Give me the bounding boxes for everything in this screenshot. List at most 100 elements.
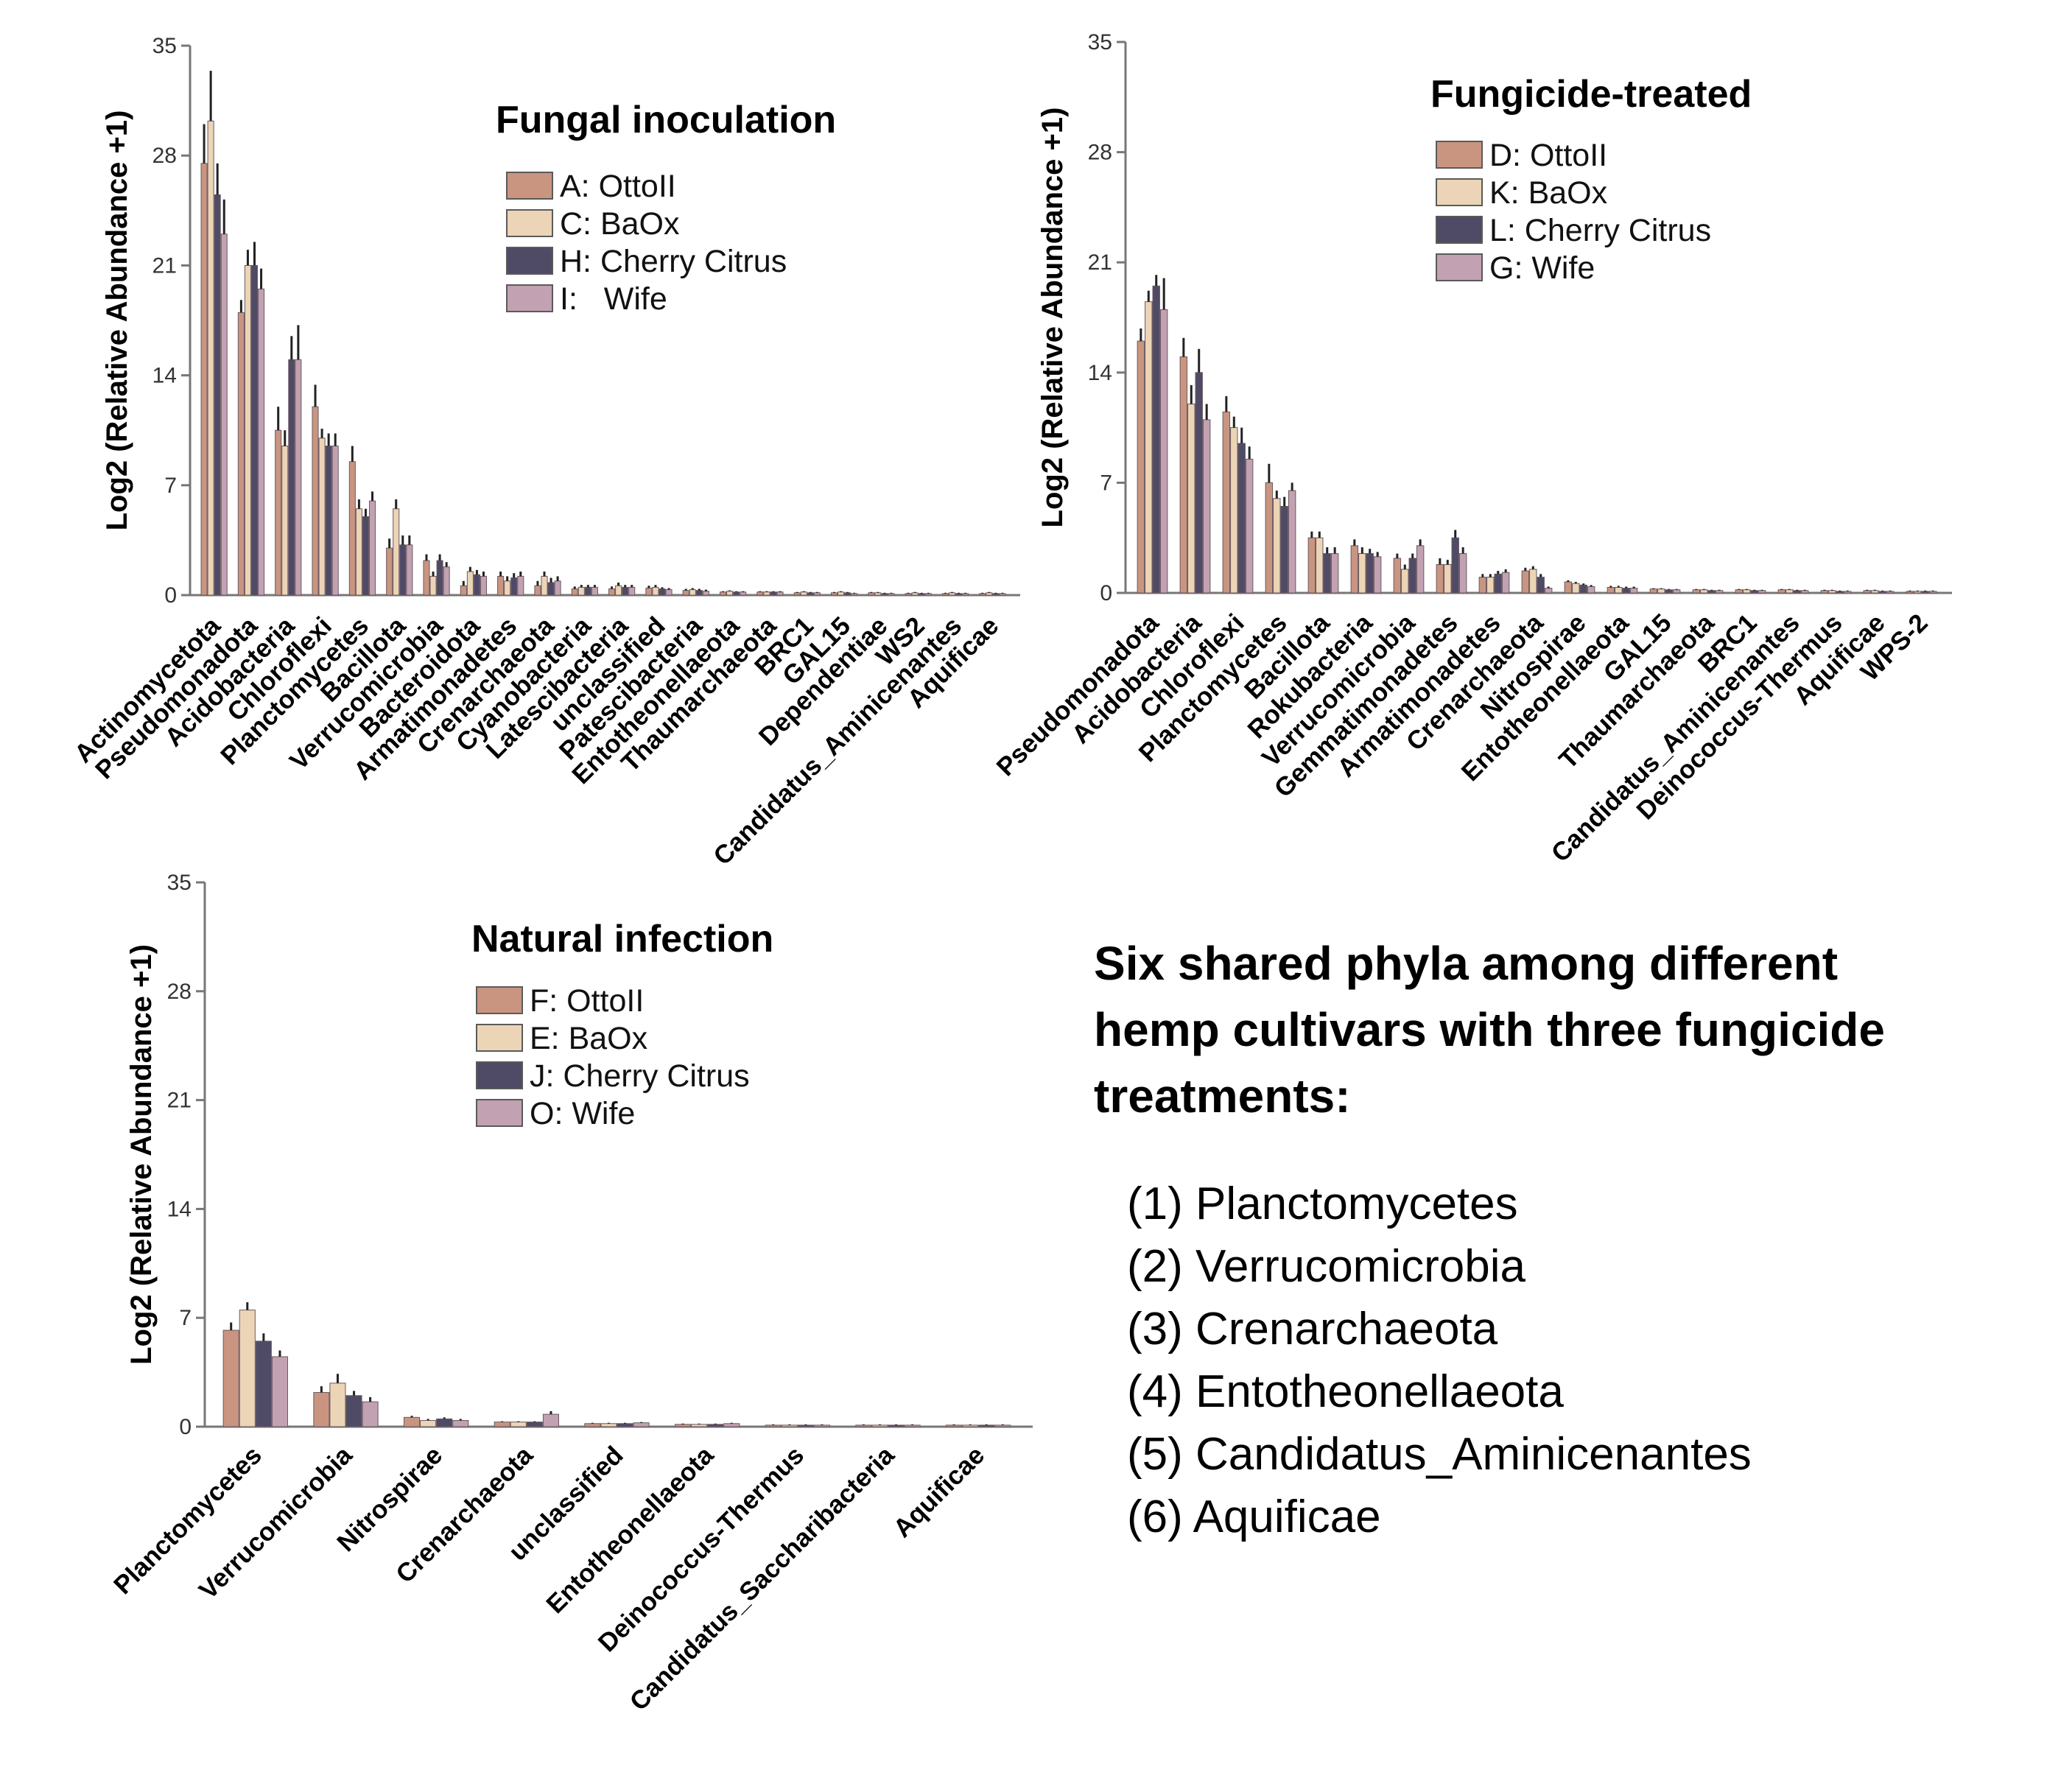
bar-candidatus-aminicenantes-l-cherry-citrus (1793, 590, 1801, 594)
bar-planctomycetes-c-baox (355, 508, 362, 596)
bar-deinococcus-thermus-k-baox (1828, 590, 1836, 594)
bar-wps-2-g-wife (1928, 591, 1937, 594)
note-item-5: (5) Candidatus_Aminicenantes (1127, 1429, 1752, 1480)
legend-swatch-i-wife (506, 284, 553, 312)
bar-entotheonellaeota-f-ottoii (675, 1424, 692, 1427)
bar-nitrospirae-j-cherry-citrus (436, 1418, 453, 1427)
bar-armatimonadetes-a-ottoii (497, 575, 505, 596)
y-tick-label: 35 (152, 34, 177, 58)
y-axis-label: Log2 (Relative Abundance +1) (1036, 108, 1069, 528)
legend-label-l-cherry-citrus: L: Cherry Citrus (1489, 213, 1711, 248)
bar-dependentiae-c-baox (874, 592, 882, 596)
y-axis-label: Log2 (Relative Abundance +1) (101, 110, 133, 531)
legend-label-a-ottoii: A: OttoII (560, 169, 676, 204)
bar-acidobacteria-a-ottoii (275, 429, 282, 596)
bar-entotheonellaeota-o-wife (723, 1423, 740, 1427)
bar-bacillota-h-cherry-citrus (399, 544, 407, 596)
y-tick-label: 28 (1088, 141, 1112, 165)
bar-unclassified-o-wife (633, 1422, 650, 1427)
y-tick-label: 0 (164, 583, 177, 608)
bar-candidatus-aminicenantes-h-cherry-citrus (955, 593, 963, 596)
legend-label-c-baox: C: BaOx (560, 206, 680, 242)
bar-crenarchaeota-l-cherry-citrus (1537, 577, 1545, 594)
bar-brc1-k-baox (1743, 589, 1751, 594)
y-tick-label: 21 (167, 1089, 192, 1113)
y-tick-label: 21 (1088, 250, 1112, 275)
bar-deinococcus-thermus-l-cherry-citrus (1836, 591, 1844, 594)
bar-entotheonellaeota-j-cherry-citrus (707, 1424, 724, 1427)
bar-entotheonellaeota-k-baox (1615, 587, 1623, 594)
bar-crenarchaeota-e-baox (510, 1422, 527, 1427)
bar-planctomycetes-f-ottoii (222, 1329, 239, 1427)
note-item-3: (3) Crenarchaeota (1127, 1304, 1498, 1354)
bar-brc1-i-wife (813, 592, 821, 596)
bar-rokubacteria-g-wife (1373, 556, 1382, 594)
bar-candidatus-aminicenantes-d-ottoii (1777, 589, 1786, 594)
category-label-verrucomicrobia: Verrucomicrobia (194, 1441, 358, 1605)
bar-gal15-k-baox (1657, 588, 1665, 594)
bar-chloroflexi-h-cherry-citrus (325, 446, 332, 596)
legend-swatch-a-ottoii (506, 172, 553, 200)
legend-label-o-wife: O: Wife (530, 1096, 635, 1131)
bar-acidobacteria-g-wife (1202, 419, 1211, 594)
bar-entotheonellaeota-l-cherry-citrus (1622, 588, 1630, 594)
bar-aquificae-l-cherry-citrus (1878, 591, 1886, 594)
bar-pseudomonadota-h-cherry-citrus (250, 264, 259, 596)
y-tick-label: 14 (1088, 361, 1112, 385)
bar-pseudomonadota-i-wife (258, 288, 265, 596)
bar-bacteroidota-a-ottoii (460, 585, 467, 596)
bar-nitrospirae-f-ottoii (404, 1416, 421, 1427)
y-tick-label: 21 (152, 253, 177, 278)
bar-crenarchaeota-f-ottoii (494, 1422, 510, 1427)
bar-bacillota-d-ottoii (1307, 537, 1316, 594)
y-tick-label: 14 (152, 364, 177, 388)
bar-ws2-a-ottoii (905, 593, 912, 596)
bar-candidatus-saccharibacteria-o-wife (904, 1424, 921, 1427)
bar-thaumarchaeota-i-wife (776, 591, 784, 596)
bar-bacillota-a-ottoii (386, 547, 393, 596)
bar-chloroflexi-c-baox (318, 438, 326, 596)
bar-acidobacteria-i-wife (295, 359, 302, 596)
note-title-line-2: hemp cultivars with three fungicide (1094, 1003, 1885, 1056)
bar-brc1-c-baox (800, 591, 807, 596)
bar-crenarchaeota-i-wife (554, 580, 561, 596)
bar-crenarchaeota-d-ottoii (1521, 570, 1530, 594)
bar-actinomycetota-a-ottoii (200, 163, 208, 596)
bar-armatimonadetes-c-baox (504, 580, 511, 596)
bar-chloroflexi-i-wife (331, 446, 339, 596)
bar-pseudomonadota-l-cherry-citrus (1152, 285, 1160, 594)
bar-unclassified-f-ottoii (584, 1423, 601, 1427)
bar-patescibacteria-a-ottoii (682, 590, 689, 596)
bar-aquificae-f-ottoii (946, 1424, 963, 1427)
bar-acidobacteria-c-baox (281, 446, 289, 596)
bar-actinomycetota-i-wife (220, 233, 228, 596)
bar-gemmatimonadetes-d-ottoii (1436, 564, 1444, 594)
bar-chloroflexi-a-ottoii (312, 406, 319, 596)
bar-bacillota-l-cherry-citrus (1323, 553, 1331, 594)
y-tick-label: 0 (1100, 581, 1112, 605)
bar-ws2-i-wife (924, 593, 932, 596)
bar-bacillota-g-wife (1330, 553, 1339, 594)
legend-label-i-wife: I: Wife (560, 281, 667, 317)
bar-dependentiae-i-wife (888, 593, 895, 596)
legend-label-d-ottoii: D: OttoII (1489, 138, 1607, 173)
legend-label-h-cherry-citrus: H: Cherry Citrus (560, 244, 787, 279)
bar-pseudomonadota-d-ottoii (1137, 340, 1145, 594)
note-title-line-1: Six shared phyla among different (1094, 937, 1838, 990)
legend-swatch-g-wife (1436, 253, 1483, 281)
bar-unclassified-h-cherry-citrus (659, 588, 666, 596)
category-label-planctomycetes: Planctomycetes (108, 1441, 267, 1600)
bar-candidatus-saccharibacteria-j-cherry-citrus (888, 1424, 905, 1427)
bar-acidobacteria-h-cherry-citrus (288, 359, 295, 596)
bar-deinococcus-thermus-e-baox (781, 1424, 798, 1427)
bar-cyanobacteria-i-wife (591, 586, 598, 596)
bar-dependentiae-a-ottoii (868, 592, 875, 596)
bar-aquificae-g-wife (1886, 591, 1895, 594)
bar-wps-2-k-baox (1914, 591, 1922, 594)
bar-deinococcus-thermus-g-wife (1843, 591, 1852, 594)
note-title-line-3: treatments: (1094, 1069, 1351, 1122)
bar-candidatus-aminicenantes-g-wife (1800, 590, 1809, 594)
bar-aquificae-i-wife (999, 593, 1006, 596)
